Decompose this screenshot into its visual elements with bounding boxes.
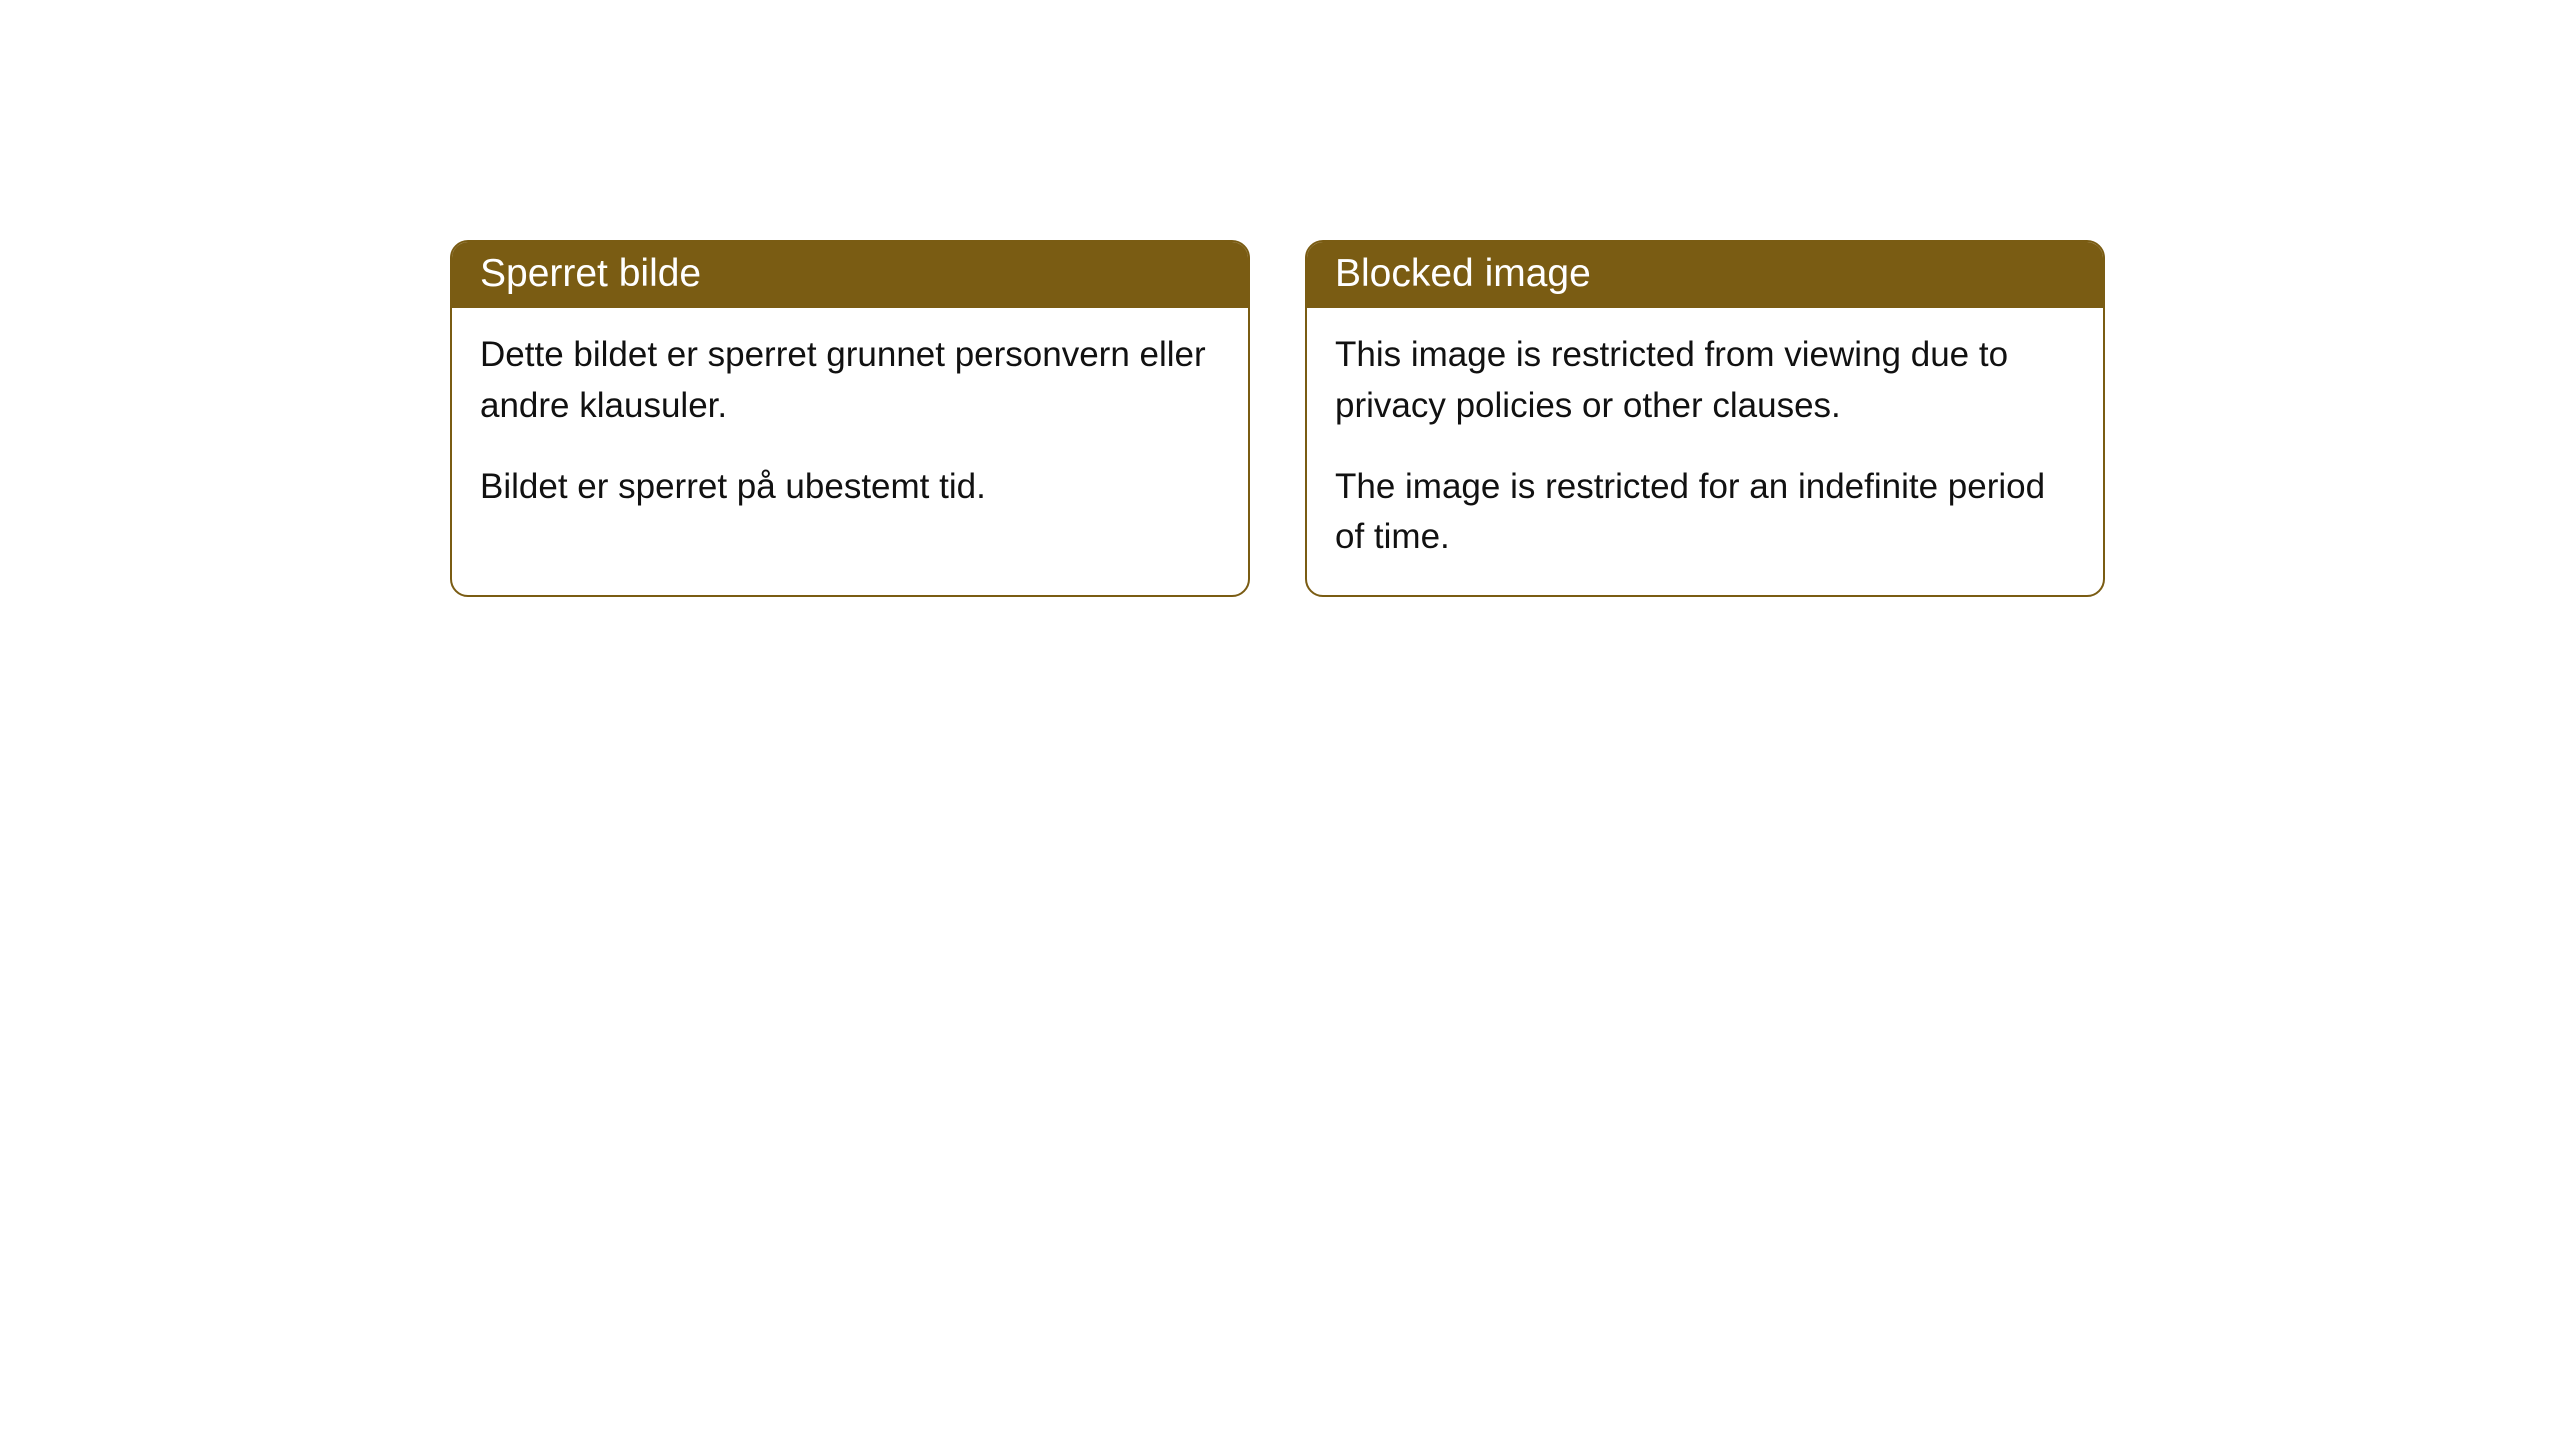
card-paragraph-english-2: The image is restricted for an indefinit… [1335,462,2075,564]
notice-card-norwegian: Sperret bilde Dette bildet er sperret gr… [450,240,1250,597]
card-body-norwegian: Dette bildet er sperret grunnet personve… [452,308,1248,544]
card-header-english: Blocked image [1307,242,2103,308]
card-paragraph-norwegian-1: Dette bildet er sperret grunnet personve… [480,330,1220,432]
card-title-norwegian: Sperret bilde [480,252,701,295]
card-paragraph-english-1: This image is restricted from viewing du… [1335,330,2075,432]
paragraph-spacer [480,432,1220,462]
notice-card-english: Blocked image This image is restricted f… [1305,240,2105,597]
card-header-norwegian: Sperret bilde [452,242,1248,308]
notice-cards-container: Sperret bilde Dette bildet er sperret gr… [450,240,2560,597]
card-body-english: This image is restricted from viewing du… [1307,308,2103,595]
card-paragraph-norwegian-2: Bildet er sperret på ubestemt tid. [480,462,1220,513]
paragraph-spacer [1335,432,2075,462]
card-title-english: Blocked image [1335,252,1591,295]
